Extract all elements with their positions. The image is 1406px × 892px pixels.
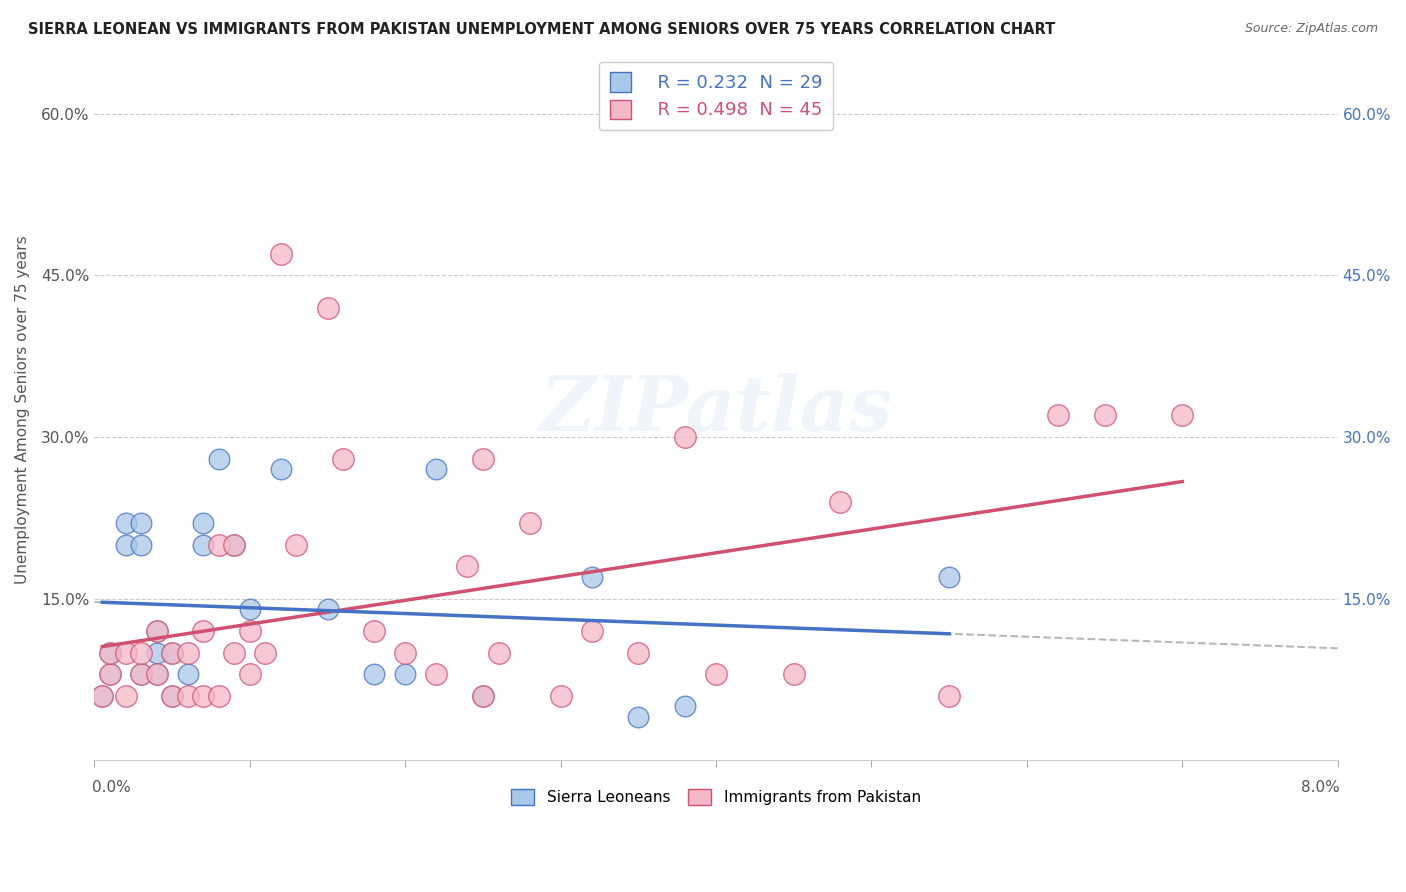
Point: [550, 689, 572, 703]
Point: [1046, 409, 1069, 423]
Point: [145, 624, 167, 638]
Point: [98, 646, 121, 660]
Point: [472, 689, 495, 703]
Point: [332, 451, 354, 466]
Point: [193, 538, 215, 552]
Point: [704, 667, 727, 681]
Point: [239, 667, 262, 681]
Point: [316, 602, 339, 616]
Point: [145, 667, 167, 681]
Point: [160, 689, 183, 703]
Point: [1094, 409, 1116, 423]
Point: [177, 689, 200, 703]
Point: [129, 538, 152, 552]
Point: [224, 538, 246, 552]
Point: [145, 646, 167, 660]
Point: [363, 667, 385, 681]
Point: [394, 667, 416, 681]
Point: [193, 516, 215, 531]
Point: [938, 689, 960, 703]
Point: [160, 646, 183, 660]
Legend: Sierra Leoneans, Immigrants from Pakistan: Sierra Leoneans, Immigrants from Pakista…: [501, 779, 931, 816]
Point: [425, 667, 447, 681]
Point: [129, 516, 152, 531]
Point: [114, 689, 136, 703]
Point: [160, 646, 183, 660]
Point: [177, 667, 200, 681]
Text: ZIPatlas: ZIPatlas: [540, 373, 893, 447]
Point: [193, 624, 215, 638]
Point: [425, 462, 447, 476]
Point: [285, 538, 308, 552]
Point: [581, 624, 603, 638]
Point: [627, 710, 650, 724]
Text: SIERRA LEONEAN VS IMMIGRANTS FROM PAKISTAN UNEMPLOYMENT AMONG SENIORS OVER 75 YE: SIERRA LEONEAN VS IMMIGRANTS FROM PAKIST…: [28, 22, 1056, 37]
Point: [627, 646, 650, 660]
Point: [129, 646, 152, 660]
Point: [145, 667, 167, 681]
Point: [98, 646, 121, 660]
Text: Source: ZipAtlas.com: Source: ZipAtlas.com: [1244, 22, 1378, 36]
Point: [783, 667, 806, 681]
Point: [114, 646, 136, 660]
Point: [394, 646, 416, 660]
Point: [129, 667, 152, 681]
Point: [91, 689, 114, 703]
Point: [1171, 409, 1194, 423]
Point: [239, 602, 262, 616]
Point: [830, 494, 852, 508]
Point: [145, 624, 167, 638]
Point: [363, 624, 385, 638]
Point: [270, 246, 292, 260]
Point: [488, 646, 510, 660]
Point: [472, 689, 495, 703]
Point: [254, 646, 277, 660]
Point: [98, 667, 121, 681]
Point: [114, 516, 136, 531]
Point: [519, 516, 541, 531]
Point: [938, 570, 960, 584]
Point: [316, 301, 339, 315]
Text: 0.0%: 0.0%: [91, 780, 131, 795]
Point: [456, 559, 478, 574]
Point: [160, 689, 183, 703]
Point: [177, 646, 200, 660]
Point: [129, 667, 152, 681]
Text: 8.0%: 8.0%: [1302, 780, 1340, 795]
Point: [91, 689, 114, 703]
Point: [673, 699, 696, 714]
Point: [224, 646, 246, 660]
Y-axis label: Unemployment Among Seniors over 75 years: Unemployment Among Seniors over 75 years: [15, 235, 30, 584]
Point: [270, 462, 292, 476]
Point: [208, 689, 231, 703]
Point: [673, 430, 696, 444]
Point: [193, 689, 215, 703]
Point: [98, 667, 121, 681]
Point: [208, 538, 231, 552]
Point: [114, 538, 136, 552]
Point: [581, 570, 603, 584]
Point: [472, 451, 495, 466]
Point: [208, 451, 231, 466]
Point: [239, 624, 262, 638]
Point: [224, 538, 246, 552]
